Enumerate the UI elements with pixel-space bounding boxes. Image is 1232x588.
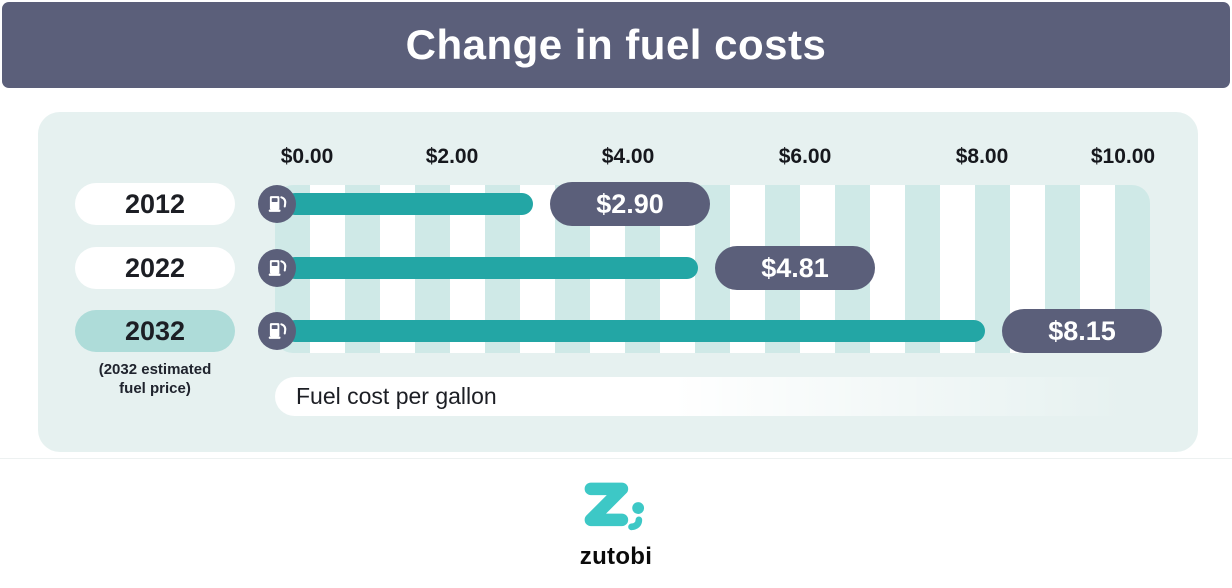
x-axis-tick: $6.00 [778,145,832,168]
brand-name: zutobi [579,543,653,570]
x-axis-tick: $8.00 [955,145,1009,168]
fuel-pump-icon [258,312,296,350]
category-label-pill: 2022 [75,247,235,289]
category-label-pill-highlighted: 2032 [75,310,235,352]
chart-panel: $0.00 $2.00 $4.00 $6.00 $8.00 $10.00 201… [38,112,1198,452]
x-axis-tick: $0.00 [280,145,334,168]
bar-2032 [284,320,985,342]
chart-row-2032: 2032 $8.15 [38,309,1198,353]
x-axis-label: Fuel cost per gallon [296,383,497,409]
fuel-pump-icon [258,249,296,287]
fuel-pump-icon [258,185,296,223]
page-title: Change in fuel costs [405,21,827,68]
estimate-footnote-line2: fuel price) [119,380,191,397]
header-bar: Change in fuel costs [2,2,1230,88]
x-axis-tick: $2.00 [425,145,479,168]
bar-2012 [284,193,533,215]
value-pill-2032: $8.15 [1002,309,1162,353]
chart-row-2012: 2012 $2.90 [38,182,1198,226]
value-pill-2022: $4.81 [715,246,875,290]
x-axis-tick: $4.00 [601,145,655,168]
bar-2022 [284,257,698,279]
x-axis-label-pill: Fuel cost per gallon [275,377,1161,416]
value-pill-2012: $2.90 [550,182,710,226]
bottom-divider [0,458,1232,459]
category-label-pill: 2012 [75,183,235,225]
brand-footer: zutobi [0,480,1232,571]
zutobi-logo-icon [584,482,645,531]
estimate-footnote-line1: (2032 estimated [98,361,212,378]
chart-row-2022: 2022 $4.81 [38,246,1198,290]
estimate-footnote: (2032 estimated fuel price) [75,360,235,398]
x-axis-tick: $10.00 [1090,145,1156,168]
x-axis: $0.00 $2.00 $4.00 $6.00 $8.00 $10.00 [38,112,1198,172]
